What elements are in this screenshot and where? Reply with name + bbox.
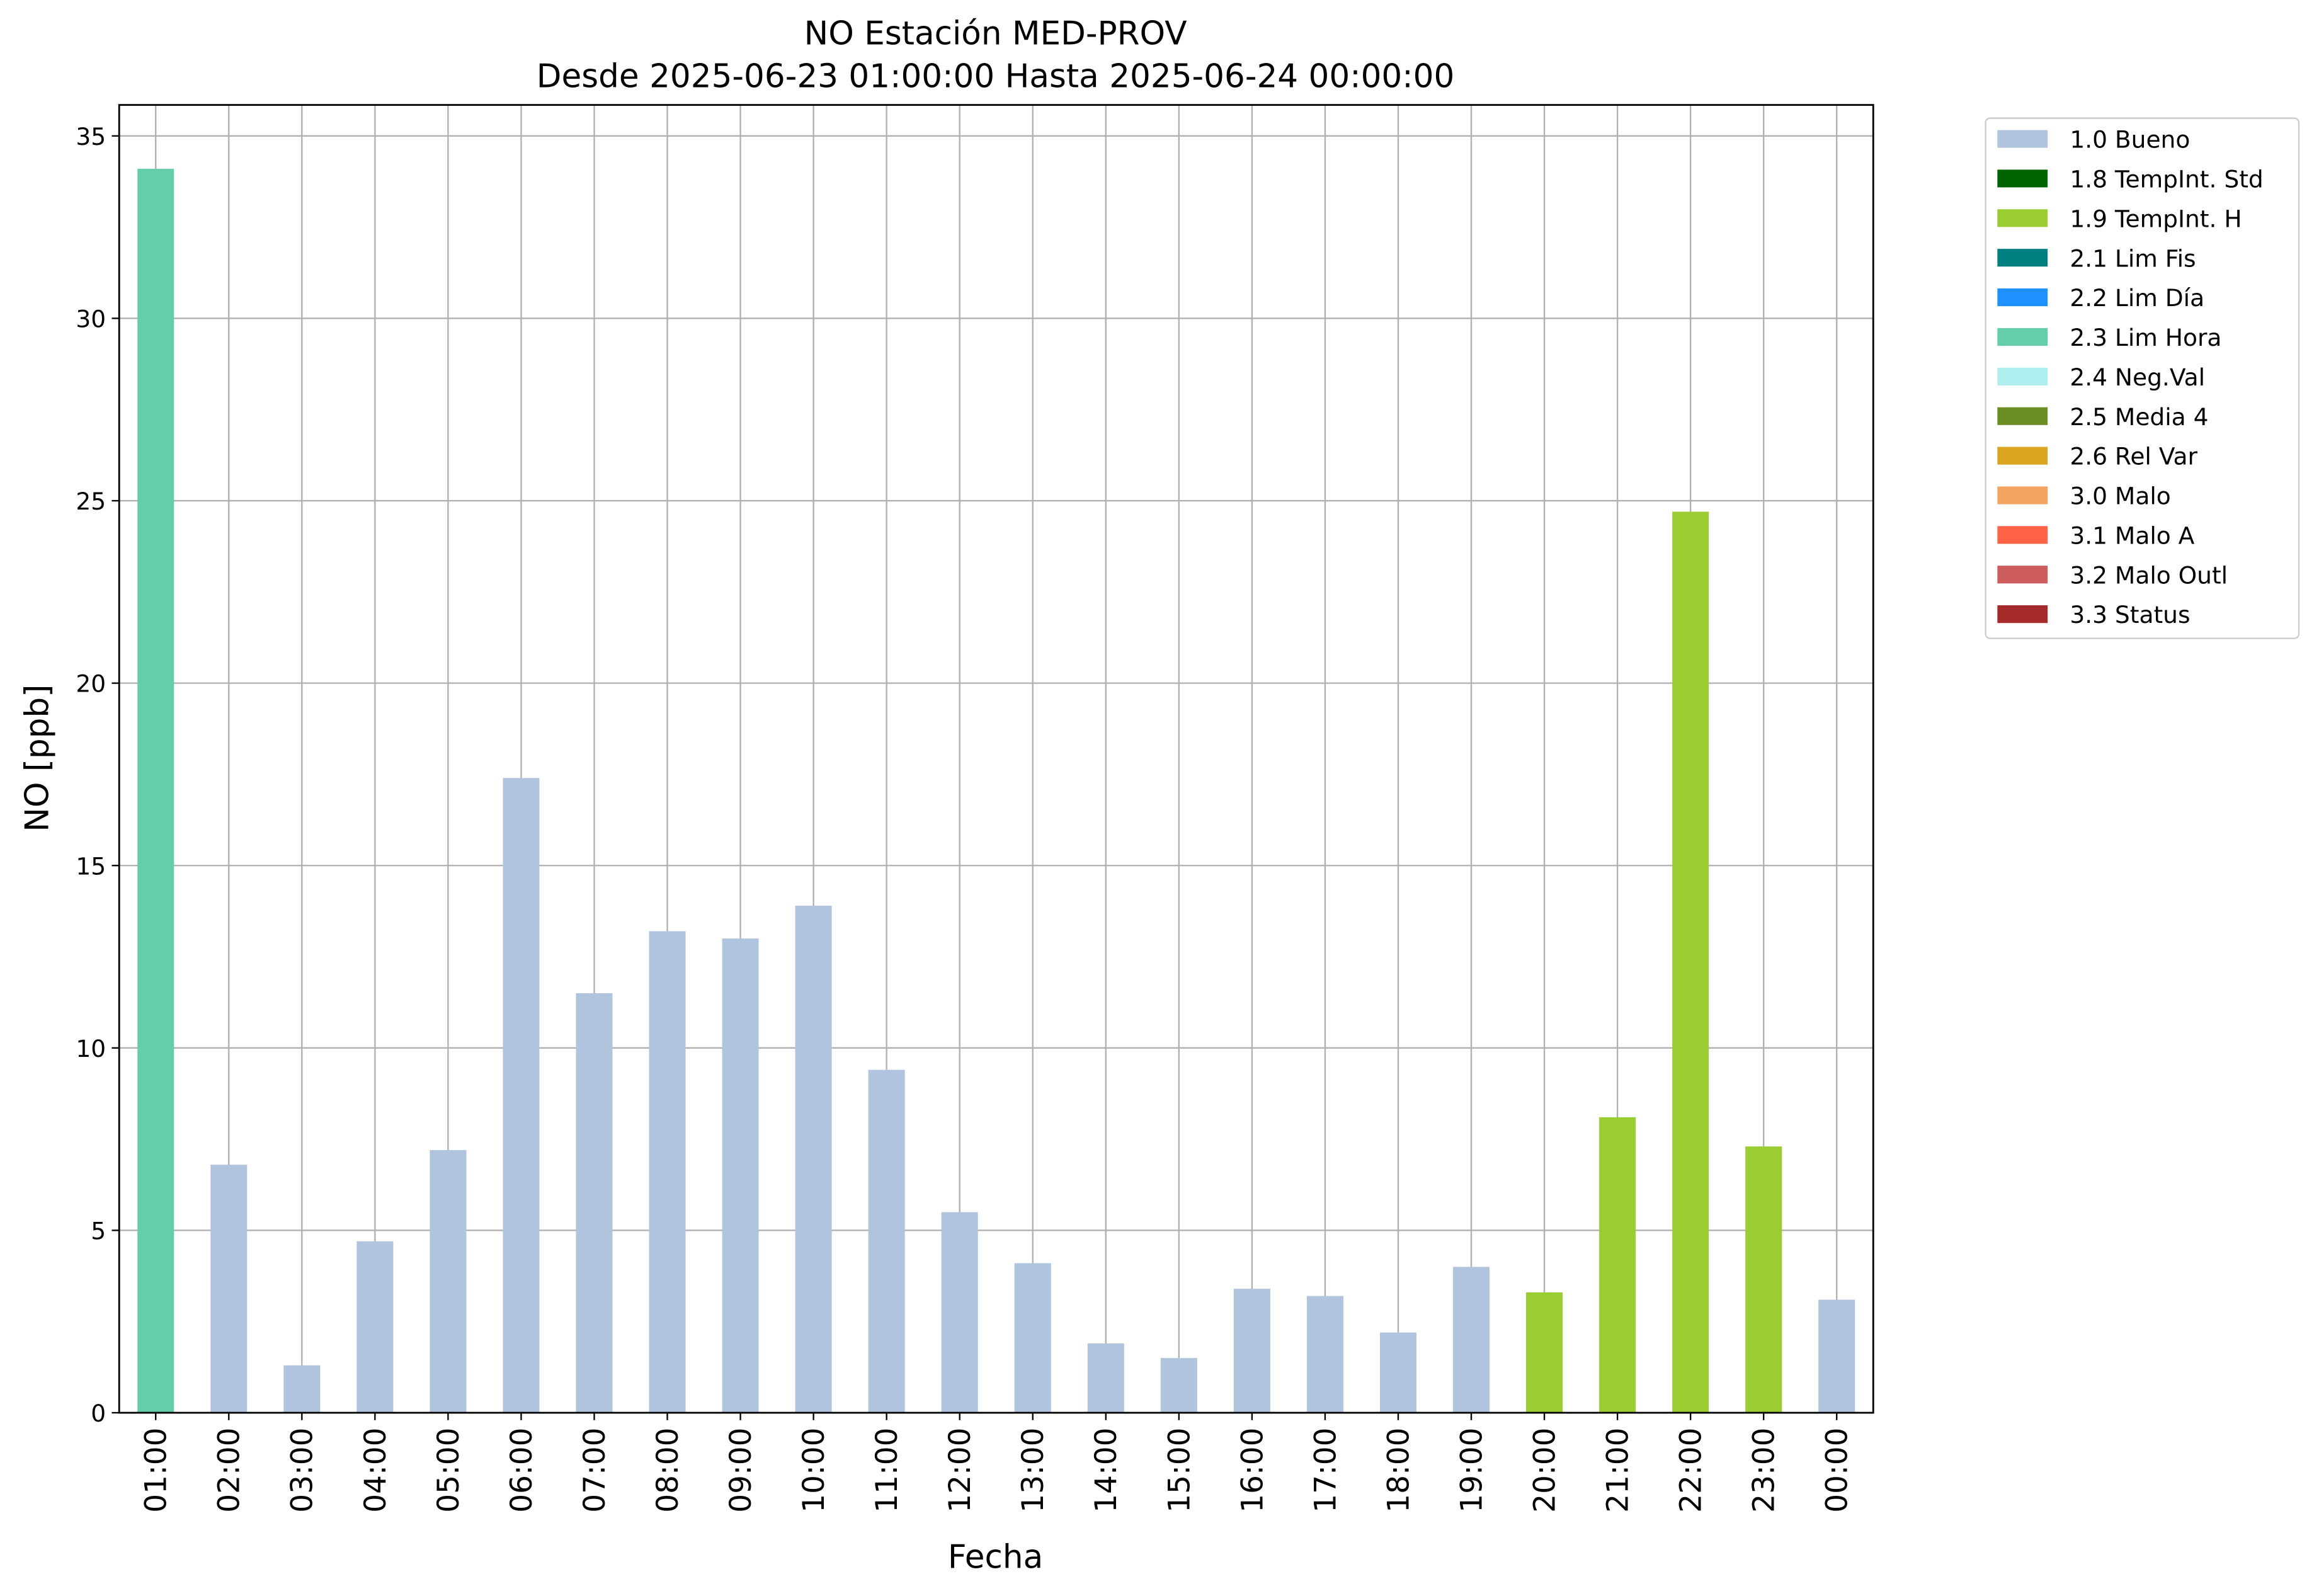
legend-label: 1.8 TempInt. Std: [2070, 166, 2263, 193]
x-tick-label: 17:00: [1308, 1428, 1343, 1513]
x-axis-label: Fecha: [948, 1538, 1043, 1576]
x-tick-label: 06:00: [504, 1428, 539, 1513]
chart-subtitle: Desde 2025-06-23 01:00:00 Hasta 2025-06-…: [537, 57, 1455, 95]
legend-label: 2.4 Neg.Val: [2070, 363, 2205, 391]
legend-swatch: [1997, 605, 2048, 624]
legend-swatch: [1997, 447, 2048, 465]
legend-label: 2.1 Lim Fis: [2070, 244, 2196, 272]
bar: [868, 1069, 905, 1413]
legend-swatch: [1997, 367, 2048, 385]
y-tick-label: 10: [76, 1035, 106, 1063]
x-tick-label: 07:00: [578, 1428, 612, 1513]
bar: [1379, 1332, 1416, 1413]
bar: [503, 778, 540, 1413]
legend-swatch: [1997, 526, 2048, 544]
x-tick-label: 00:00: [1820, 1428, 1855, 1513]
legend-label: 2.5 Media 4: [2070, 403, 2208, 431]
bar: [1087, 1343, 1124, 1413]
x-tick-label: 21:00: [1601, 1428, 1636, 1513]
bar: [1014, 1263, 1051, 1413]
legend-label: 1.9 TempInt. H: [2070, 205, 2242, 232]
legend-label: 3.0 Malo: [2070, 482, 2170, 510]
x-tick-label: 14:00: [1089, 1428, 1124, 1513]
legend-label: 3.3 Status: [2070, 601, 2190, 629]
bar: [1599, 1117, 1636, 1413]
legend-swatch: [1997, 209, 2048, 227]
bar: [576, 993, 613, 1413]
y-tick-label: 5: [91, 1217, 106, 1245]
legend-label: 2.3 Lim Hora: [2070, 324, 2221, 351]
x-tick-label: 12:00: [943, 1428, 977, 1513]
bar: [649, 931, 686, 1413]
plot-frame: [118, 104, 1874, 1414]
legend: 1.0 Bueno 1.8 TempInt. Std 1.9 TempInt. H 2…: [1997, 126, 2264, 629]
legend-swatch: [1997, 169, 2048, 188]
legend-swatch: [1997, 566, 2048, 584]
bar: [356, 1241, 394, 1413]
x-tick-label: 03:00: [285, 1428, 320, 1513]
legend-label: 3.2 Malo Outl: [2070, 561, 2228, 589]
x-tick-label: 11:00: [870, 1428, 904, 1513]
bars: [137, 168, 1855, 1413]
x-tick-label: 20:00: [1527, 1428, 1562, 1513]
y-tick-label: 25: [76, 487, 106, 515]
x-tick-label: 13:00: [1016, 1428, 1051, 1513]
chart-title: NO Estación MED-PROV: [804, 14, 1187, 52]
bar: [941, 1212, 978, 1413]
legend-swatch: [1997, 407, 2048, 425]
x-tick-label: 05:00: [431, 1428, 466, 1513]
y-tick-label: 30: [76, 305, 106, 333]
bar: [795, 905, 832, 1413]
ticks: 0 5 10 15 20 25 30 35 01:00 02:00 03:00 04:00 05:00 0…: [76, 123, 1854, 1513]
legend-swatch: [1997, 130, 2048, 148]
y-tick-label: 0: [91, 1399, 106, 1427]
x-tick-label: 01:00: [139, 1428, 174, 1513]
bar: [1526, 1292, 1563, 1413]
x-tick-label: 08:00: [651, 1428, 685, 1513]
legend-box: [1985, 117, 2300, 639]
x-tick-label: 18:00: [1381, 1428, 1416, 1513]
bar: [430, 1150, 467, 1413]
bar: [1745, 1146, 1782, 1413]
legend-swatch: [1997, 486, 2048, 504]
x-tick-label: 19:00: [1454, 1428, 1489, 1513]
bar: [1306, 1296, 1343, 1413]
bar: [137, 168, 174, 1413]
y-tick-label: 20: [76, 670, 106, 698]
legend-swatch: [1997, 249, 2048, 267]
y-tick-label: 35: [76, 123, 106, 151]
bar: [1160, 1358, 1197, 1413]
x-tick-label: 02:00: [212, 1428, 247, 1513]
legend-swatch: [1997, 288, 2048, 307]
legend-label: 3.1 Malo A: [2070, 522, 2194, 549]
bar: [210, 1165, 248, 1413]
x-tick-label: 15:00: [1162, 1428, 1197, 1513]
x-tick-label: 09:00: [724, 1428, 758, 1513]
bar: [283, 1365, 321, 1413]
x-tick-label: 16:00: [1235, 1428, 1270, 1513]
x-tick-label: 04:00: [358, 1428, 393, 1513]
bar: [722, 938, 759, 1413]
bar: [1818, 1299, 1855, 1413]
legend-label: 2.6 Rel Var: [2070, 443, 2197, 470]
bar: [1672, 511, 1709, 1413]
x-tick-label: 10:00: [797, 1428, 831, 1513]
legend-swatch: [1997, 328, 2048, 346]
bar: [1233, 1289, 1270, 1413]
x-tick-label: 23:00: [1747, 1428, 1782, 1513]
y-tick-label: 15: [76, 852, 106, 880]
bar: [1453, 1267, 1490, 1413]
y-axis-label: NO [ppb]: [19, 685, 57, 832]
legend-label: 2.2 Lim Día: [2070, 284, 2204, 312]
legend-label: 1.0 Bueno: [2070, 126, 2190, 154]
x-tick-label: 22:00: [1674, 1428, 1709, 1513]
